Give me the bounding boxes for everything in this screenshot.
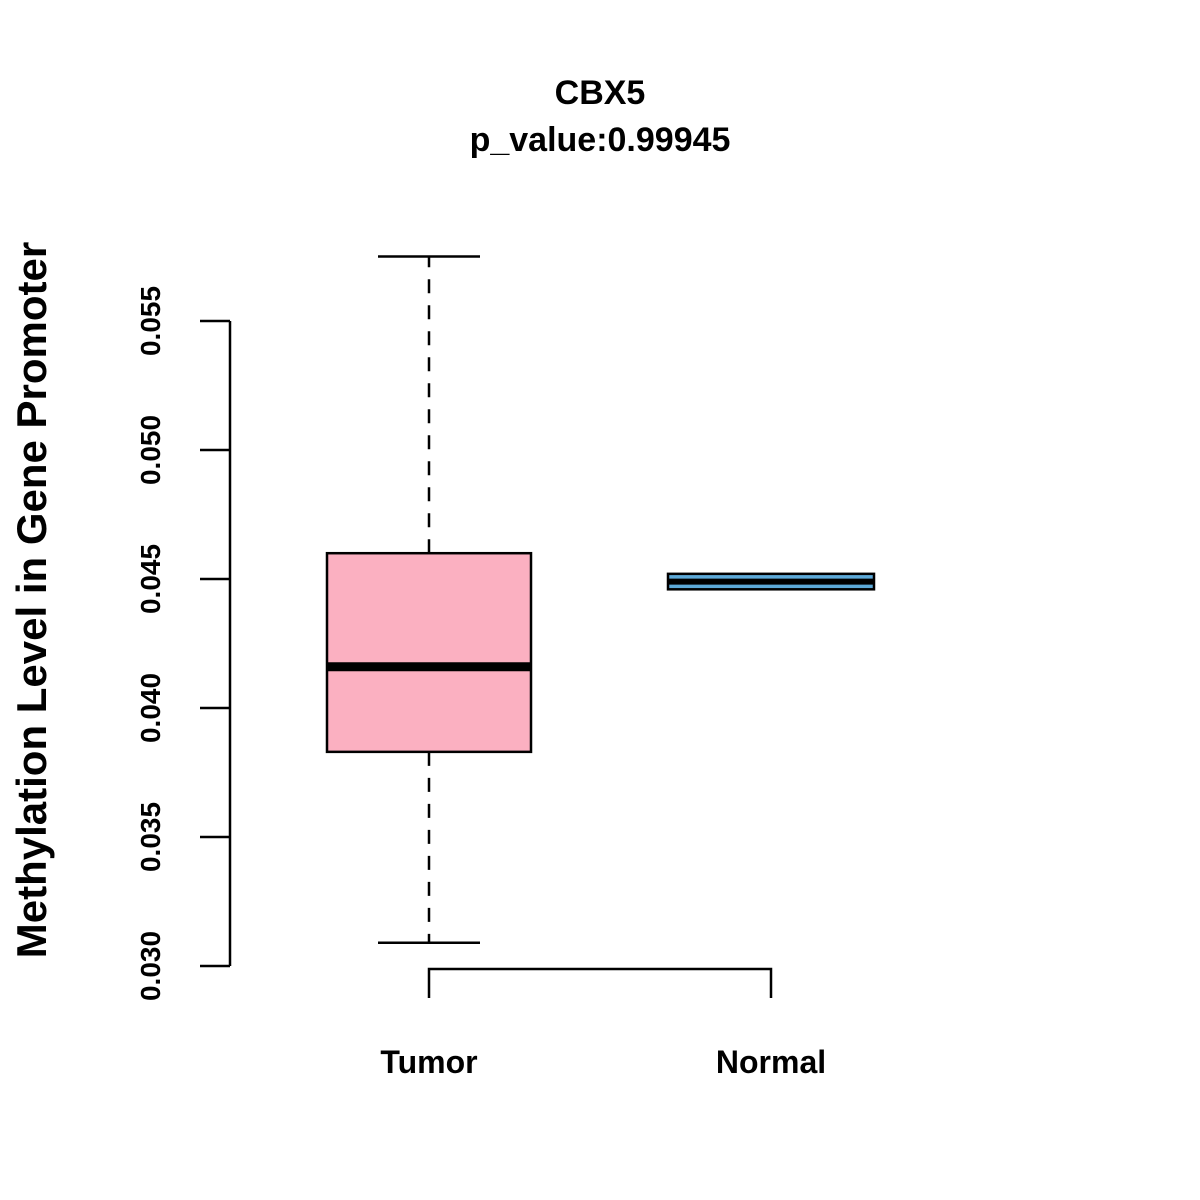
boxes — [325, 255, 876, 945]
y-tick-label: 0.035 — [135, 802, 166, 872]
y-tick-label: 0.050 — [135, 415, 166, 485]
chart-title: CBX5 — [555, 74, 646, 112]
bracket-line — [427, 967, 773, 998]
box-normal — [666, 572, 876, 591]
x-tick-label: Tumor — [380, 1044, 477, 1080]
box-tumor — [325, 255, 533, 945]
comparison-bracket — [427, 967, 773, 998]
chart-subtitle: p_value:0.99945 — [470, 121, 731, 159]
box-iqr — [325, 551, 533, 754]
x-axis: Tumor Normal — [380, 1044, 826, 1080]
y-tick-label: 0.030 — [135, 931, 166, 1001]
y-tick-label: 0.055 — [135, 286, 166, 356]
y-axis: 0.030 0.035 0.040 0.045 0.050 0.055 — [135, 286, 232, 1001]
y-axis-label: Methylation Level in Gene Promoter — [8, 242, 55, 958]
y-tick-label: 0.045 — [135, 544, 166, 614]
y-tick-label: 0.040 — [135, 673, 166, 743]
x-tick-label: Normal — [716, 1044, 826, 1080]
